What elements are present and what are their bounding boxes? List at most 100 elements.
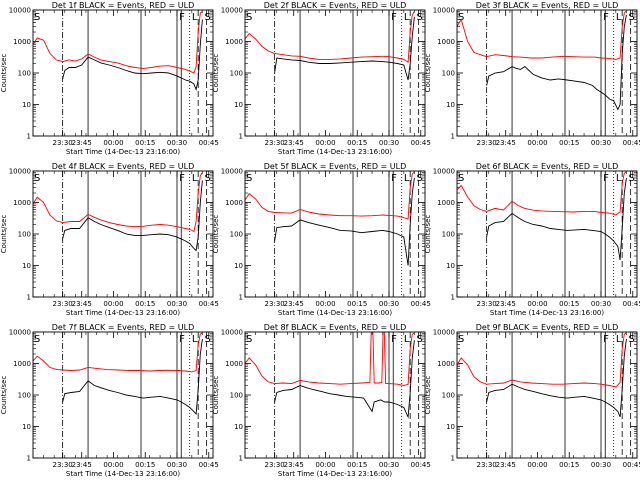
x-tick-label: 23:45 <box>284 139 304 147</box>
panel-det-8: Det 8f BLACK = Events, RED = ULD 1 10 100 10… <box>212 323 431 478</box>
series-line-uld <box>245 11 415 63</box>
x-tick-label: 23:30 <box>477 139 497 147</box>
x-tick-label: 23:30 <box>53 300 73 308</box>
series-line-events <box>274 16 415 81</box>
panel-title: Det 1f BLACK = Events, RED = ULD <box>52 1 195 10</box>
flag-label: F <box>179 334 185 345</box>
y-tick-label: 10000 <box>9 168 31 176</box>
panel-det-7: Det 7f BLACK = Events, RED = ULD 1 10 100 10… <box>0 323 219 478</box>
x-tick-label: 23:30 <box>477 461 497 469</box>
panel-title: Det 8f BLACK = Events, RED = ULD <box>264 323 407 332</box>
series-line-events <box>486 177 627 261</box>
y-tick-label: 10000 <box>221 168 243 176</box>
y-tick-label: 100 <box>18 392 31 400</box>
plot-frame <box>244 170 426 298</box>
x-tick-label: 00:30 <box>379 461 399 469</box>
y-tick-label: 1000 <box>437 38 455 46</box>
flag-label: S <box>629 334 635 345</box>
x-tick-label: 00:00 <box>103 139 123 147</box>
series-line-events <box>62 338 203 416</box>
y-axis-label: Counts/sec <box>212 376 220 415</box>
series-line-uld <box>33 11 203 74</box>
panel-title: Det 3f BLACK = Events, RED = ULD <box>476 1 619 10</box>
y-tick-label: 10 <box>22 423 31 431</box>
flag-label: F <box>391 173 397 184</box>
panel-title: Det 5f BLACK = Events, RED = ULD <box>264 162 407 171</box>
panel-det-3: Det 3f BLACK = Events, RED = ULD 1 10 100 10… <box>424 1 640 147</box>
flag-label: S <box>629 12 635 23</box>
flag-label: F <box>391 12 397 23</box>
x-tick-label: 00:30 <box>167 461 187 469</box>
plot-frame <box>244 9 426 137</box>
x-tick-label: 00:45 <box>623 461 640 469</box>
x-tick-label: 00:00 <box>527 300 547 308</box>
flag-label: S <box>205 12 211 23</box>
flag-label: S <box>246 173 252 184</box>
panel-title: Det 2f BLACK = Events, RED = ULD <box>264 1 407 10</box>
x-tick-label: 23:30 <box>53 461 73 469</box>
flag-label: F <box>391 334 397 345</box>
panel-det-6: Det 6f BLACK = Events, RED = ULD 1 10 100 10… <box>424 162 640 317</box>
y-axis-label: Counts/sec <box>424 376 432 415</box>
panel-det-1: Det 1f BLACK = Events, RED = ULD 1 10 100 10… <box>0 1 219 156</box>
flag-label: F <box>179 173 185 184</box>
x-axis-label: Start Time (14-Dec-13 23:16:00) <box>490 309 604 317</box>
x-tick-label: 00:00 <box>315 300 335 308</box>
flag-label: L <box>192 334 198 345</box>
y-tick-label: 10 <box>446 423 455 431</box>
x-tick-label: 00:15 <box>347 461 367 469</box>
x-tick-label: 00:45 <box>411 461 431 469</box>
x-axis-label: Start Time (14-Dec-13 23:16:00) <box>66 148 180 156</box>
y-tick-label: 1000 <box>225 199 243 207</box>
flag-label: L <box>192 173 198 184</box>
x-tick-label: 23:45 <box>284 461 304 469</box>
x-tick-label: 00:30 <box>379 300 399 308</box>
panel-title: Det 6f BLACK = Events, RED = ULD <box>476 162 619 171</box>
x-tick-label: 00:00 <box>527 461 547 469</box>
y-tick-label: 10 <box>446 262 455 270</box>
x-tick-label: 00:30 <box>591 461 611 469</box>
series-line-uld <box>457 171 627 216</box>
x-tick-label: 00:15 <box>135 139 155 147</box>
flag-label: F <box>179 12 185 23</box>
x-tick-label: 00:15 <box>559 139 579 147</box>
y-tick-label: 10 <box>234 423 243 431</box>
y-tick-label: 10000 <box>221 7 243 15</box>
y-tick-label: 1 <box>239 455 243 463</box>
x-tick-label: 00:30 <box>591 139 611 147</box>
x-tick-label: 23:30 <box>53 139 73 147</box>
y-tick-label: 10000 <box>433 168 455 176</box>
flag-label: S <box>246 12 252 23</box>
y-tick-label: 1000 <box>13 199 31 207</box>
flag-label: L <box>616 173 622 184</box>
series-line-events <box>62 180 203 252</box>
panel-det-9: Det 9f BLACK = Events, RED = ULD 1 10 100 10… <box>424 323 640 469</box>
x-tick-label: 00:30 <box>591 300 611 308</box>
flag-label: S <box>246 334 252 345</box>
y-tick-label: 100 <box>230 231 243 239</box>
y-tick-label: 10 <box>22 101 31 109</box>
y-tick-label: 1000 <box>437 199 455 207</box>
y-axis-label: Counts/sec <box>0 215 8 254</box>
plot-frame <box>456 331 638 459</box>
x-tick-label: 00:15 <box>347 139 367 147</box>
y-tick-label: 1000 <box>225 360 243 368</box>
y-tick-label: 1 <box>27 294 31 302</box>
flag-label: S <box>34 334 40 345</box>
x-axis-label: Start Time (14-Dec-13 23:16:00) <box>278 470 392 478</box>
flag-label: S <box>417 12 423 23</box>
x-tick-label: 23:45 <box>72 461 92 469</box>
x-axis-label: Start Time (14-Dec-13 23:16:00) <box>278 309 392 317</box>
series-line-uld <box>245 171 415 220</box>
y-tick-label: 10 <box>234 101 243 109</box>
y-tick-label: 10 <box>446 101 455 109</box>
flag-label: S <box>34 12 40 23</box>
x-tick-label: 00:00 <box>315 461 335 469</box>
y-tick-label: 1 <box>27 133 31 141</box>
x-tick-label: 00:45 <box>623 139 640 147</box>
x-tick-label: 23:45 <box>496 300 516 308</box>
flag-label: L <box>616 334 622 345</box>
series-line-events <box>486 338 627 418</box>
x-axis-label: Start Time (14-Dec-13 23:16:00) <box>66 470 180 478</box>
